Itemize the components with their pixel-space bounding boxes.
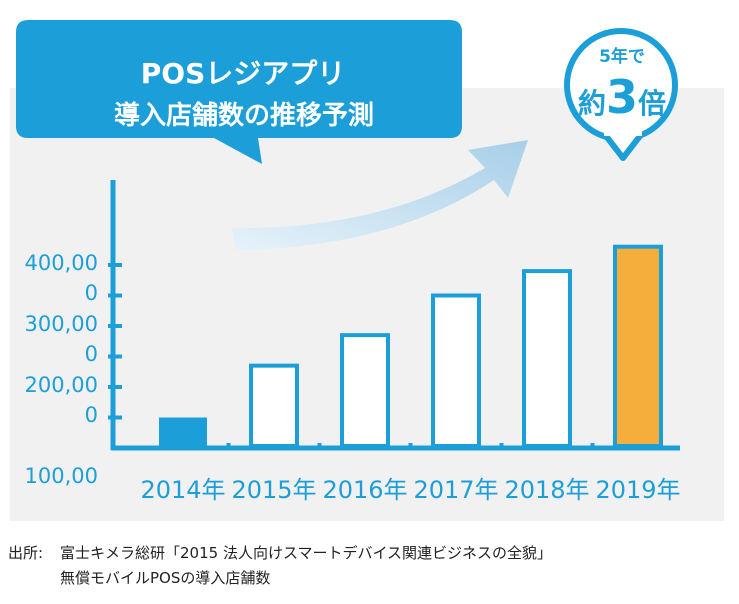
bar-2017年 (431, 293, 481, 448)
source-line1: 富士キメラ総研「2015 法人向けスマートデバイス関連ビジネスの全貌」 (60, 544, 553, 562)
title-bubble (16, 20, 462, 164)
badge-number: 3 (605, 70, 638, 124)
y-tick-label-1-1: 0 (85, 342, 98, 366)
badge-multiplier: 約3倍 (566, 70, 678, 124)
y-tick-label-2-0: 200,00 (25, 373, 98, 397)
x-label-2014年: 2014年 (140, 476, 225, 504)
badge-line1: 5年で (599, 47, 645, 67)
x-label-2019年: 2019年 (595, 476, 680, 504)
x-label-2015年: 2015年 (231, 476, 316, 504)
bar-2014年 (159, 417, 207, 446)
source-label: 出所: (8, 544, 44, 562)
y-tick-label-1-0: 300,00 (25, 312, 98, 336)
chart-title-line2: 導入店舗数の推移予測 (113, 101, 374, 131)
x-label-2017年: 2017年 (413, 476, 498, 504)
bar-2019年 (613, 244, 663, 448)
chart-title-line1: POSレジアプリ (140, 57, 346, 90)
x-label-2016年: 2016年 (322, 476, 407, 504)
bar-2018年 (522, 269, 572, 448)
y-tick-label-0-1: 0 (85, 281, 98, 305)
x-label-2018年: 2018年 (504, 476, 589, 504)
badge-suffix: 倍 (638, 87, 667, 120)
bar-2015年 (249, 363, 299, 448)
y-tick-label-2-1: 0 (85, 403, 98, 427)
badge-prefix: 約 (577, 87, 606, 120)
y-tick-label-3-0: 100,00 (25, 464, 98, 488)
y-tick-label-0-0: 400,00 (25, 251, 98, 275)
badge-pointer (603, 134, 643, 161)
bar-2016年 (340, 333, 390, 448)
growth-arrow (232, 140, 528, 250)
source-line2: 無償モバイルPOSの導入店舗数 (60, 569, 271, 587)
